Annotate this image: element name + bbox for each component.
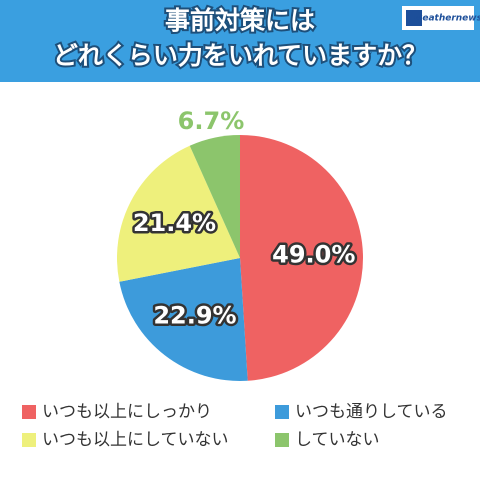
legend-swatch bbox=[275, 405, 289, 419]
legend-label: いつも通りしている bbox=[295, 402, 448, 422]
pie-slice bbox=[117, 145, 240, 282]
legend-label: していない bbox=[295, 430, 380, 450]
value-label: 6.7% bbox=[178, 107, 245, 135]
logo-icon bbox=[406, 10, 422, 26]
pie-slice bbox=[119, 258, 248, 381]
legend-label: いつも以上にしっかり bbox=[42, 402, 212, 422]
chart-title: 事前対策には bbox=[165, 6, 315, 35]
value-label: 49.0% bbox=[272, 241, 355, 269]
logo-text: weathernews bbox=[414, 14, 480, 24]
legend-swatch bbox=[275, 433, 289, 447]
value-label: 21.4% bbox=[133, 209, 216, 237]
legend-label: いつも以上にしていない bbox=[42, 430, 229, 450]
pie-slice bbox=[240, 135, 364, 381]
header-band bbox=[0, 0, 480, 82]
pie-slice bbox=[189, 135, 240, 258]
chart-title: どれくらい力をいれていますか？ bbox=[53, 41, 427, 70]
legend-swatch bbox=[22, 405, 36, 419]
value-label: 22.9% bbox=[153, 301, 236, 329]
legend-swatch bbox=[22, 433, 36, 447]
